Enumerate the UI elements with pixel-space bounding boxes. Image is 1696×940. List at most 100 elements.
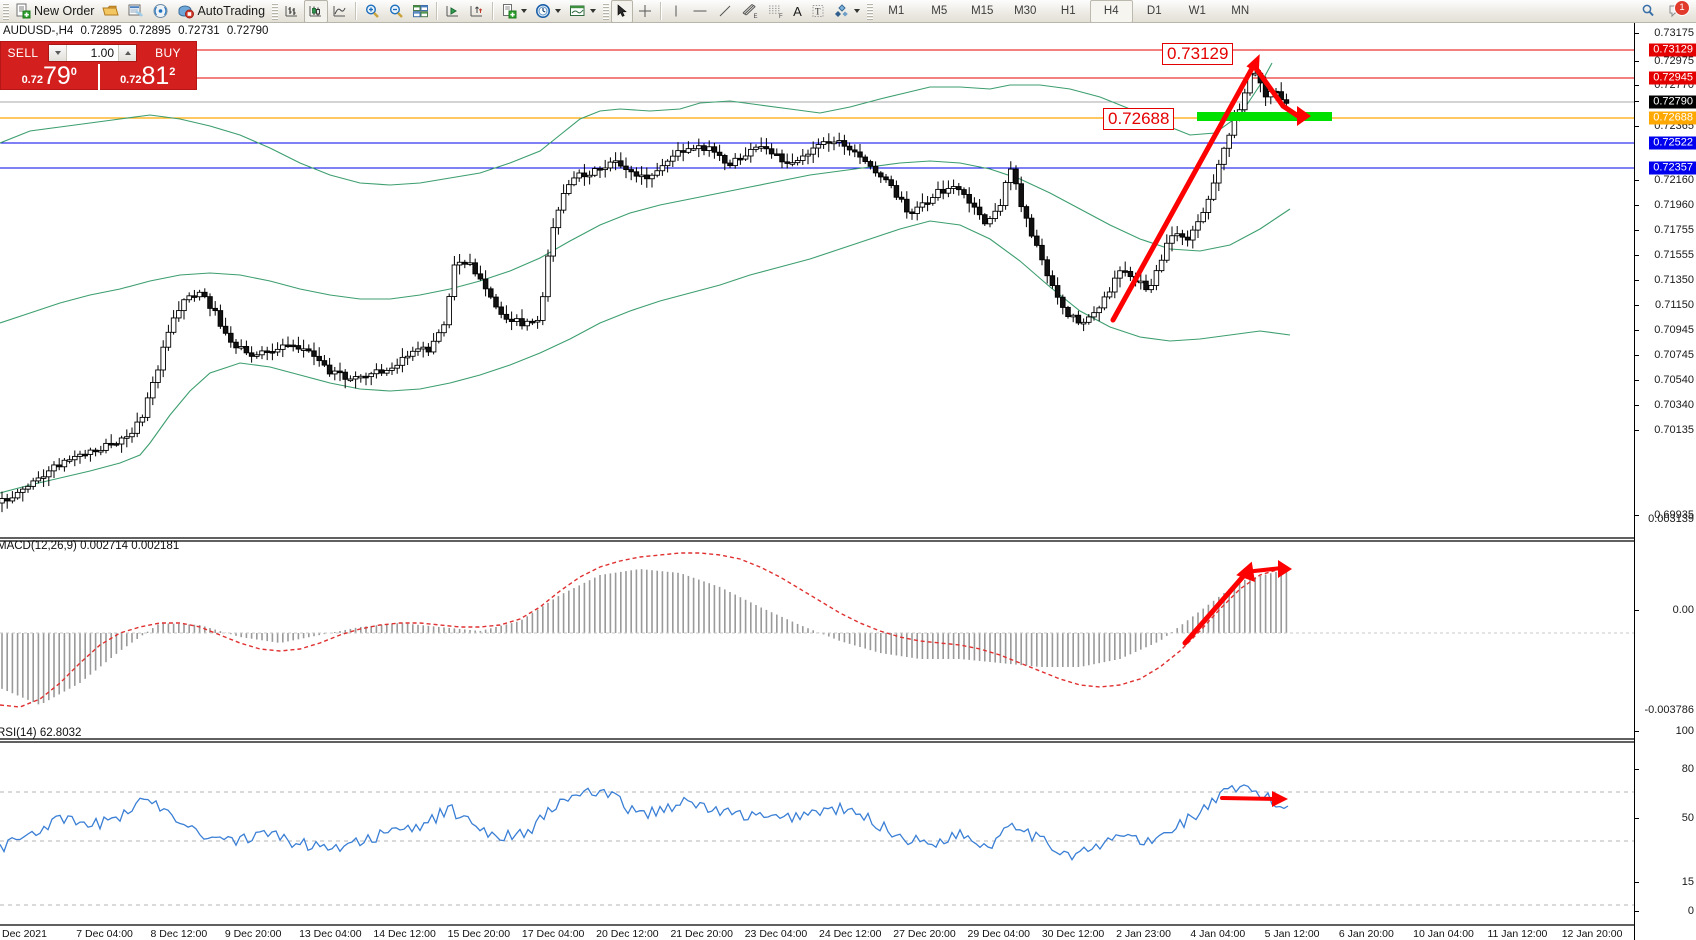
line-chart-icon: [332, 3, 348, 19]
shapes-button[interactable]: [830, 0, 864, 23]
price-level-tag[interactable]: 0.72945: [1649, 71, 1696, 85]
tile-windows-button[interactable]: [408, 0, 433, 23]
toolbar-grip-2[interactable]: [272, 2, 279, 20]
chevron-up-icon: [124, 51, 131, 55]
toolbar-grip[interactable]: [3, 2, 9, 20]
axis-tick: [1635, 818, 1639, 819]
autotrading-button[interactable]: AutoTrading: [173, 0, 269, 23]
bar-chart-button[interactable]: [280, 0, 304, 23]
chart-symbol-header: AUDUSD-,H4 0.72895 0.72895 0.72731 0.727…: [3, 25, 272, 38]
zoom-in-button[interactable]: [360, 0, 384, 23]
zoom-out-button[interactable]: [384, 0, 408, 23]
equidistant-channel-button[interactable]: E: [737, 0, 763, 23]
zoom-out-icon: [388, 3, 404, 19]
sell-button[interactable]: SELL: [7, 46, 39, 60]
period-button[interactable]: [531, 0, 565, 23]
search-button[interactable]: [1636, 0, 1660, 23]
search-icon: [1640, 3, 1656, 19]
chevron-down-icon[interactable]: [853, 9, 860, 13]
trendline-button[interactable]: [713, 0, 737, 23]
axis-tick: [1635, 205, 1639, 206]
price-axis-label: 0.70745: [1654, 349, 1694, 361]
crosshair-button[interactable]: [633, 0, 657, 23]
volume-decrement-button[interactable]: [49, 45, 67, 61]
candlestick-chart-icon: [308, 3, 324, 19]
auto-scroll-button[interactable]: [441, 0, 465, 23]
indicators-button[interactable]: [497, 0, 531, 23]
toolbar-grip-3[interactable]: [603, 2, 610, 20]
bid-price-point: 0: [70, 66, 77, 78]
axis-tick: [1635, 330, 1639, 331]
text-button[interactable]: A: [789, 0, 806, 23]
axis-tick: [1635, 430, 1639, 431]
open-value: 0.72895: [80, 25, 123, 37]
price-level-tag[interactable]: 0.73129: [1649, 43, 1696, 57]
toolbar-grip-4[interactable]: [866, 2, 873, 20]
tile-windows-icon: [412, 3, 429, 19]
annotation-high-price[interactable]: 0.73129: [1162, 43, 1234, 65]
new-order-button[interactable]: New Order: [11, 0, 98, 23]
navigator-button[interactable]: [123, 0, 148, 23]
price-level-tag[interactable]: 0.72790: [1649, 95, 1696, 109]
time-axis-label: 9 Dec 20:00: [224, 928, 282, 940]
time-axis-label: 21 Dec 20:00: [670, 928, 733, 940]
time-axis-label: 24 Dec 12:00: [819, 928, 882, 940]
timeframe-m30-button[interactable]: M30: [1014, 5, 1037, 17]
timeframe-w1-button[interactable]: W1: [1188, 5, 1206, 17]
fibonacci-retracement-button[interactable]: F: [763, 0, 789, 23]
time-axis-label: 12 Jan 20:00: [1561, 928, 1623, 940]
price-axis[interactable]: 0.731750.729750.727700.725650.723650.721…: [1634, 23, 1696, 940]
one-click-trading-panel[interactable]: SELL 1.00 BUY 0.72 79 0 0.72 81 2: [0, 41, 197, 90]
chevron-down-icon[interactable]: [521, 9, 528, 13]
volume-stepper[interactable]: 1.00: [48, 44, 137, 62]
autotrading-icon: [177, 3, 195, 19]
price-level-tag[interactable]: 0.72357: [1649, 161, 1696, 175]
ask-price-prefix: 0.72: [120, 74, 142, 86]
templates-button[interactable]: [565, 0, 600, 23]
axis-tick: [1635, 101, 1639, 102]
timeframe-d1-button[interactable]: D1: [1146, 5, 1162, 17]
vertical-line-button[interactable]: [665, 0, 687, 23]
bid-price[interactable]: 0.72 79 0: [1, 64, 100, 90]
price-level-tag[interactable]: 0.72688: [1649, 111, 1696, 125]
data-window-button[interactable]: [98, 0, 123, 23]
clock-icon: [535, 3, 551, 19]
timeframe-m15-button[interactable]: M15: [971, 5, 994, 17]
timeframe-h1-button[interactable]: H1: [1060, 5, 1076, 17]
cursor-button[interactable]: [611, 0, 634, 23]
timeframe-m5-button[interactable]: M5: [931, 5, 948, 17]
line-chart-button[interactable]: [328, 0, 352, 23]
annotation-support-price[interactable]: 0.72688: [1103, 108, 1175, 130]
chart-canvas[interactable]: [0, 23, 1634, 940]
time-axis-label: 7 Dec 04:00: [76, 928, 133, 940]
horizontal-line-button[interactable]: [687, 0, 713, 23]
volume-increment-button[interactable]: [118, 45, 136, 61]
volume-input[interactable]: 1.00: [90, 46, 114, 60]
axis-tick: [1635, 180, 1639, 181]
time-axis-label: 2 Jan 23:00: [1116, 928, 1171, 940]
chevron-down-icon[interactable]: [590, 9, 597, 13]
price-axis-label: 0.69935: [1654, 509, 1694, 521]
axis-tick: [1635, 380, 1639, 381]
navigator-icon: [127, 3, 144, 19]
axis-tick: [1635, 126, 1639, 127]
signals-button[interactable]: [148, 0, 173, 23]
candlestick-chart-button[interactable]: [304, 0, 329, 23]
chart-shift-button[interactable]: [465, 0, 489, 23]
axis-tick: [1635, 255, 1639, 256]
price-level-tag[interactable]: 0.72522: [1649, 136, 1696, 150]
ask-price-main: 81: [141, 62, 170, 90]
ask-price[interactable]: 0.72 81 2: [100, 64, 197, 90]
trendline-icon: [717, 3, 733, 19]
timeframe-m1-button[interactable]: M1: [888, 5, 905, 17]
notifications-button[interactable]: 1: [1664, 0, 1690, 23]
time-axis-label: 29 Dec 04:00: [967, 928, 1030, 940]
timeframe-h4-button[interactable]: H4: [1089, 0, 1133, 23]
timeframe-mn-button[interactable]: MN: [1231, 5, 1250, 17]
chevron-down-icon[interactable]: [555, 9, 562, 13]
buy-button[interactable]: BUY: [155, 46, 181, 60]
text-label-button[interactable]: T: [806, 0, 830, 23]
price-axis-label: 0.72160: [1654, 174, 1694, 186]
zoom-in-icon: [364, 3, 380, 19]
